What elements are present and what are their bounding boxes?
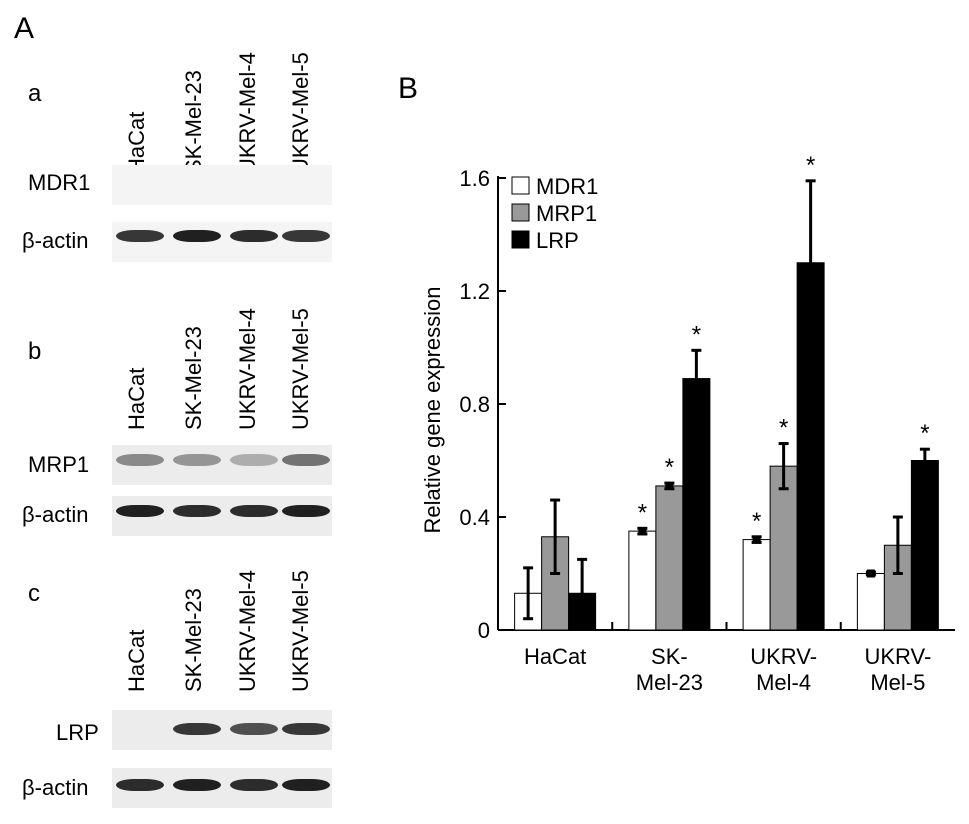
y-tick-label: 0 xyxy=(478,618,490,643)
y-tick-label: 0.8 xyxy=(459,392,490,417)
bar-mrp1 xyxy=(769,465,798,631)
blot-band xyxy=(230,230,278,242)
blot-band xyxy=(230,723,278,735)
bar-lrp xyxy=(682,378,711,631)
significance-star: * xyxy=(638,499,647,526)
blot-band xyxy=(282,454,330,466)
lane-label: UKRV-Mel-4 xyxy=(235,308,260,430)
significance-star: * xyxy=(665,454,674,481)
bar-lrp xyxy=(910,460,939,631)
y-tick-label: 1.6 xyxy=(459,166,490,191)
lane-label: UKRV-Mel-4 xyxy=(235,52,260,174)
blot-band xyxy=(116,454,164,466)
blot-band xyxy=(173,723,221,735)
error-marker xyxy=(752,535,761,544)
blot-band xyxy=(173,230,221,242)
legend-label-mrp1: MRP1 xyxy=(536,201,597,226)
blot-band xyxy=(173,505,221,517)
blot-row-label: MDR1 xyxy=(28,170,91,195)
blot-letter-b: b xyxy=(28,338,42,365)
blot-band xyxy=(116,230,164,242)
blot-band xyxy=(282,230,330,242)
blot-membrane xyxy=(112,222,332,262)
significance-star: * xyxy=(752,508,761,535)
x-tick-label-line1: HaCat xyxy=(524,644,586,669)
error-marker xyxy=(665,481,674,490)
blot-band xyxy=(173,454,221,466)
significance-star: * xyxy=(692,321,701,348)
blot-band xyxy=(230,779,278,791)
x-tick-label-line1: UKRV- xyxy=(750,644,817,669)
significance-star: * xyxy=(806,152,815,179)
y-tick-label: 0.4 xyxy=(459,505,490,530)
blot-band xyxy=(282,505,330,517)
blot-membrane xyxy=(112,165,332,205)
lane-label: SK-Mel-23 xyxy=(181,326,206,430)
bar-mrp1 xyxy=(883,544,912,631)
lane-label: SK-Mel-23 xyxy=(181,588,206,692)
y-axis-label: Relative gene expression xyxy=(420,286,445,533)
bar-lrp xyxy=(796,262,825,631)
bar-mrp1 xyxy=(541,536,570,631)
lane-label: UKRV-Mel-5 xyxy=(288,570,313,692)
legend-swatch-lrp xyxy=(511,230,530,249)
lane-label: UKRV-Mel-5 xyxy=(288,52,313,174)
blot-letter-c: c xyxy=(28,580,40,607)
blot-band xyxy=(230,454,278,466)
bar-mdr1 xyxy=(742,539,771,631)
significance-star: * xyxy=(779,415,788,442)
legend-label-lrp: LRP xyxy=(536,228,579,253)
bar-mrp1 xyxy=(655,485,684,631)
bar-mdr1 xyxy=(514,592,543,631)
x-tick-label-line2: Mel-4 xyxy=(756,670,811,695)
bar-lrp xyxy=(568,592,597,631)
blot-band xyxy=(282,779,330,791)
x-tick-label-line2: Mel-23 xyxy=(636,670,703,695)
blot-row-label: β-actin xyxy=(22,775,89,800)
lane-label: HaCat xyxy=(124,629,149,692)
blot-band xyxy=(230,505,278,517)
lane-label: SK-Mel-23 xyxy=(181,70,206,174)
x-tick-label-line1: UKRV- xyxy=(864,644,931,669)
x-tick-label-line1: SK- xyxy=(651,644,688,669)
blot-row-label: LRP xyxy=(56,720,99,745)
blot-band xyxy=(173,779,221,791)
blot-row-label: MRP1 xyxy=(28,452,90,477)
error-marker xyxy=(638,527,647,536)
y-tick-label: 1.2 xyxy=(459,279,490,304)
lane-label: HaCat xyxy=(124,367,149,430)
panel-letter-a: A xyxy=(14,12,35,45)
bar-mdr1 xyxy=(628,530,657,631)
legend-label-mdr1: MDR1 xyxy=(536,174,598,199)
significance-star: * xyxy=(920,420,929,447)
legend-swatch-mrp1 xyxy=(511,203,530,222)
blot-letter-a: a xyxy=(28,80,42,107)
blot-band xyxy=(116,723,164,735)
error-marker xyxy=(866,569,875,578)
legend-swatch-mdr1 xyxy=(511,176,530,195)
lane-label: UKRV-Mel-5 xyxy=(288,308,313,430)
blot-row-label: β-actin xyxy=(22,502,89,527)
blot-band xyxy=(116,505,164,517)
blot-row-label: β-actin xyxy=(22,228,89,253)
blot-band xyxy=(116,779,164,791)
panel-letter-b: B xyxy=(398,72,418,105)
x-tick-label-line2: Mel-5 xyxy=(870,670,925,695)
lane-label: UKRV-Mel-4 xyxy=(235,570,260,692)
bar-mdr1 xyxy=(856,573,885,631)
blot-band xyxy=(282,723,330,735)
